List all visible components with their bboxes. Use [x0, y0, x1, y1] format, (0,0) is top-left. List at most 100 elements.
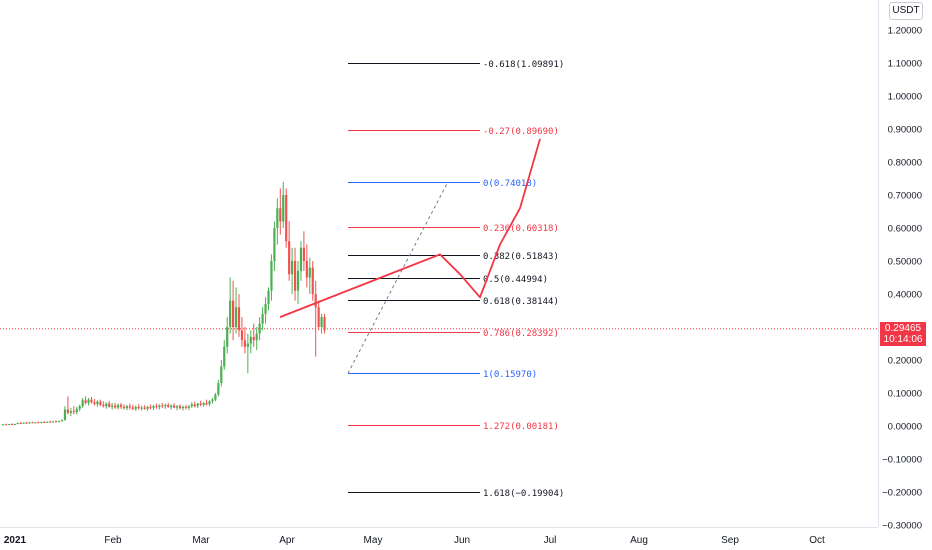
- last-price-badge: 0.29465 10:14:06: [880, 322, 926, 346]
- candle: [7, 424, 10, 426]
- fib-trend-line: [347, 181, 449, 374]
- candle-body: [175, 406, 179, 408]
- candle-body: [87, 399, 90, 403]
- candle-body: [240, 330, 244, 341]
- time-tick-label: Sep: [721, 535, 739, 546]
- fib-level-label: 1.618(−0.19904): [483, 489, 564, 499]
- fib-level-label: 0.618(0.38144): [483, 297, 559, 307]
- candle-body: [305, 261, 308, 278]
- candle: [63, 406, 67, 421]
- candle-body: [299, 247, 303, 271]
- candle: [143, 405, 146, 410]
- candle-body: [173, 405, 176, 408]
- candle-body: [246, 343, 249, 347]
- candle-body: [167, 404, 170, 407]
- candle-body: [37, 422, 40, 424]
- candle: [320, 313, 323, 334]
- candle: [119, 402, 123, 409]
- candle: [208, 400, 211, 407]
- price-tick-label: 0.10000: [888, 389, 922, 400]
- candle: [146, 405, 149, 411]
- candle-body: [234, 307, 238, 327]
- price-tick-label: −0.20000: [882, 488, 922, 499]
- candle-body: [149, 406, 152, 408]
- candle-body: [261, 313, 264, 324]
- candle-body: [243, 340, 246, 347]
- candle-body: [4, 424, 8, 426]
- candle-body: [302, 247, 305, 261]
- plot-area[interactable]: [0, 0, 879, 528]
- last-price-value: 0.29465: [884, 323, 922, 334]
- candle-body: [7, 424, 10, 426]
- candle: [84, 396, 87, 405]
- price-tick-label: 0.90000: [888, 125, 922, 136]
- candle-body: [19, 423, 22, 425]
- price-axis[interactable]: 1.20000 1.10000 1.00000 0.90000 0.80000 0.700…: [879, 0, 932, 550]
- candle-body: [196, 403, 199, 407]
- candle-body: [220, 366, 223, 384]
- candle-body: [273, 228, 276, 261]
- price-tick-label: 0.20000: [888, 356, 922, 367]
- candle-body: [22, 422, 25, 424]
- candle-body: [69, 411, 72, 413]
- candle: [258, 317, 261, 341]
- candle-body: [296, 270, 300, 291]
- price-tick-label: 0.40000: [888, 290, 922, 301]
- price-tick-label: 0.60000: [888, 224, 922, 235]
- candle: [211, 397, 214, 404]
- price-axis-background: [879, 0, 932, 550]
- candle-body: [270, 261, 273, 291]
- candle: [55, 420, 58, 423]
- candle: [13, 423, 16, 426]
- candle-body: [226, 327, 229, 347]
- candle-body: [119, 404, 123, 407]
- candle-body: [184, 406, 187, 408]
- time-tick-label: Apr: [279, 535, 295, 546]
- fib-level-label: 1.272(0.00181): [483, 422, 559, 432]
- candle: [190, 402, 193, 408]
- plot-background: [0, 0, 878, 527]
- candle: [114, 402, 117, 409]
- fib-level-label: -0.618(1.09891): [483, 60, 564, 70]
- candle-body: [152, 406, 155, 408]
- candle: [90, 396, 93, 404]
- price-tick-label: 1.10000: [888, 59, 922, 70]
- candle: [178, 404, 182, 410]
- candle: [220, 360, 223, 387]
- candle-body: [122, 406, 126, 409]
- candle-body: [111, 405, 114, 407]
- candle: [193, 401, 196, 408]
- time-tick-label: Aug: [630, 535, 648, 546]
- fibonacci-retracement[interactable]: -0.618(1.09891) -0.27(0.89690) 0(0.74018) 0…: [347, 60, 564, 499]
- fib-level-label: 0.786(0.28392): [483, 329, 559, 339]
- candle-body: [320, 317, 323, 327]
- fib-level-label: 0.236(0.60318): [483, 224, 559, 234]
- currency-badge[interactable]: USDT: [889, 2, 923, 20]
- candle: [173, 403, 176, 409]
- candle-body: [158, 405, 161, 407]
- candle: [323, 313, 326, 334]
- candle: [137, 404, 140, 410]
- candle-body: [134, 406, 137, 409]
- candle: [19, 422, 22, 425]
- projection-path: [279, 138, 541, 318]
- candle: [285, 188, 288, 248]
- candle-body: [232, 300, 235, 327]
- candle-body: [143, 407, 146, 409]
- candle: [305, 244, 308, 288]
- candle: [288, 221, 291, 281]
- candle: [81, 397, 84, 408]
- candle-body: [288, 241, 291, 275]
- time-tick-label: May: [364, 535, 383, 546]
- candle-body: [267, 290, 270, 304]
- candle: [296, 261, 300, 304]
- candle: [87, 397, 90, 406]
- candle: [31, 421, 34, 424]
- candle-body: [99, 401, 102, 405]
- time-axis[interactable]: 2021 Feb Mar Apr May Jun Jul Aug Sep Oct: [4, 535, 825, 546]
- candle-body: [102, 404, 105, 407]
- candle: [175, 404, 179, 411]
- candle-body: [199, 403, 202, 405]
- candle-body: [314, 294, 317, 308]
